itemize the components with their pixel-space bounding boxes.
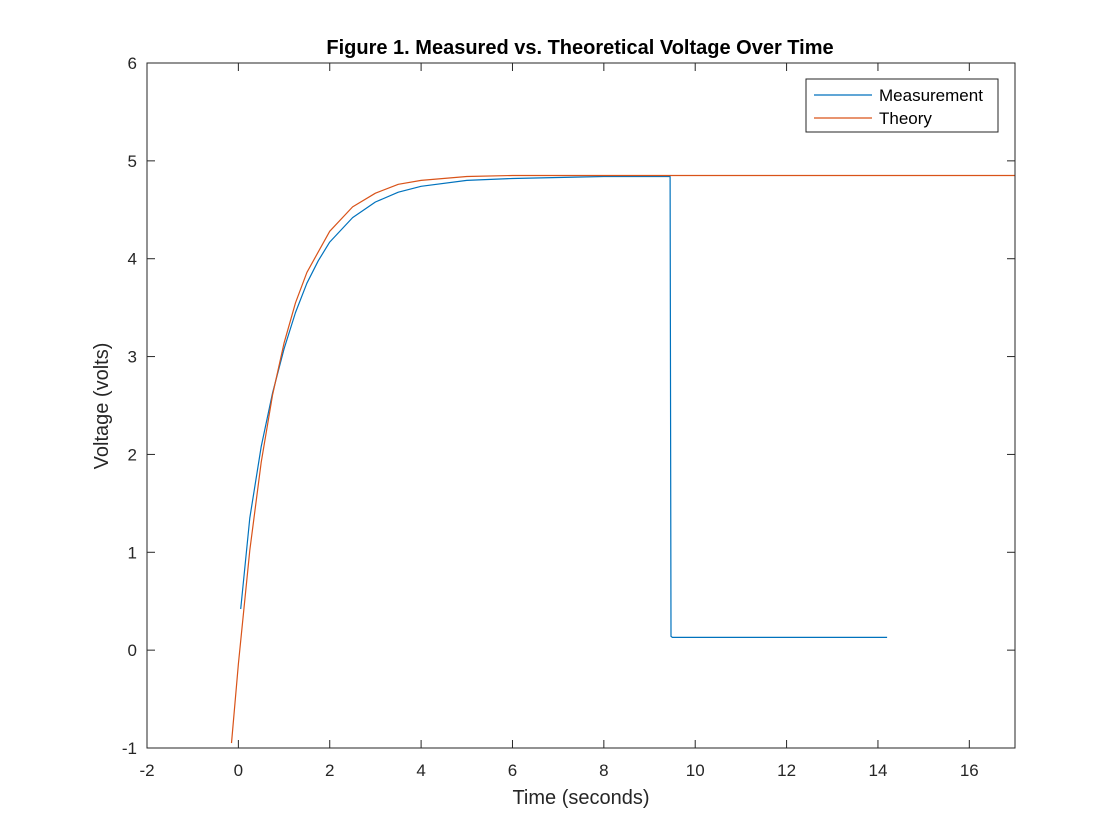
- chart-title: Figure 1. Measured vs. Theoretical Volta…: [326, 37, 833, 59]
- x-tick-label: 10: [686, 761, 705, 780]
- x-tick-label: 4: [416, 761, 425, 780]
- x-tick-label: 16: [960, 761, 979, 780]
- series-line-measurement: [240, 175, 888, 639]
- legend-label-theory: Theory: [879, 109, 932, 128]
- series-layer: [230, 174, 1015, 744]
- x-tick-label: 8: [599, 761, 608, 780]
- y-tick-label: 2: [128, 445, 137, 464]
- x-axis-label: Time (seconds): [512, 787, 649, 809]
- series-line-theory: [230, 174, 1015, 744]
- y-tick-label: 6: [128, 54, 137, 73]
- x-tick-label: 2: [325, 761, 334, 780]
- x-tick-label: 6: [508, 761, 517, 780]
- y-tick-label: -1: [122, 739, 137, 758]
- y-tick-label: 5: [128, 152, 137, 171]
- y-tick-label: 1: [128, 543, 137, 562]
- y-tick-label: 0: [128, 641, 137, 660]
- legend-label-measurement: Measurement: [879, 86, 983, 105]
- y-axis-label: Voltage (volts): [91, 343, 113, 470]
- x-tick-label: -2: [139, 761, 154, 780]
- x-tick-label: 12: [777, 761, 796, 780]
- x-tick-label: 14: [868, 761, 887, 780]
- plot-frame: [146, 62, 1016, 749]
- y-tick-label: 4: [128, 250, 137, 269]
- y-tick-label: 3: [128, 348, 137, 367]
- plot-area: [147, 63, 1015, 748]
- legend-box: [805, 78, 999, 133]
- legend: Measurement Theory: [805, 78, 999, 133]
- x-tick-label: 0: [234, 761, 243, 780]
